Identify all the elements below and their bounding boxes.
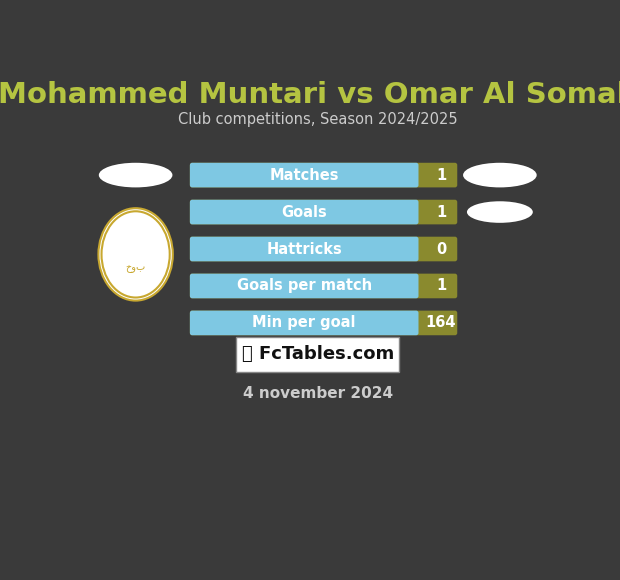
Ellipse shape — [467, 201, 533, 223]
Text: Hattricks: Hattricks — [267, 241, 342, 256]
Text: Goals per match: Goals per match — [237, 278, 372, 293]
FancyBboxPatch shape — [190, 237, 418, 262]
Ellipse shape — [463, 163, 537, 187]
Text: Goals: Goals — [281, 205, 327, 220]
Text: Mohammed Muntari vs Omar Al Somah: Mohammed Muntari vs Omar Al Somah — [0, 81, 620, 109]
Text: Min per goal: Min per goal — [252, 316, 356, 331]
Text: 0: 0 — [436, 241, 446, 256]
FancyBboxPatch shape — [190, 311, 458, 335]
FancyBboxPatch shape — [190, 200, 458, 224]
FancyBboxPatch shape — [236, 337, 399, 372]
FancyBboxPatch shape — [190, 163, 458, 187]
Text: 📊 FcTables.com: 📊 FcTables.com — [242, 346, 394, 364]
Text: 1: 1 — [436, 278, 446, 293]
Text: 1: 1 — [436, 168, 446, 183]
Text: Matches: Matches — [270, 168, 339, 183]
FancyBboxPatch shape — [190, 163, 418, 187]
Text: خوب: خوب — [125, 263, 146, 273]
Text: 4 november 2024: 4 november 2024 — [242, 386, 393, 401]
FancyBboxPatch shape — [190, 311, 418, 335]
FancyBboxPatch shape — [190, 274, 458, 298]
Text: 1: 1 — [436, 205, 446, 220]
FancyBboxPatch shape — [190, 274, 418, 298]
Ellipse shape — [99, 208, 173, 300]
FancyBboxPatch shape — [190, 200, 418, 224]
FancyBboxPatch shape — [190, 237, 458, 262]
Text: 164: 164 — [426, 316, 456, 331]
Ellipse shape — [99, 163, 172, 187]
Text: Club competitions, Season 2024/2025: Club competitions, Season 2024/2025 — [178, 112, 458, 127]
